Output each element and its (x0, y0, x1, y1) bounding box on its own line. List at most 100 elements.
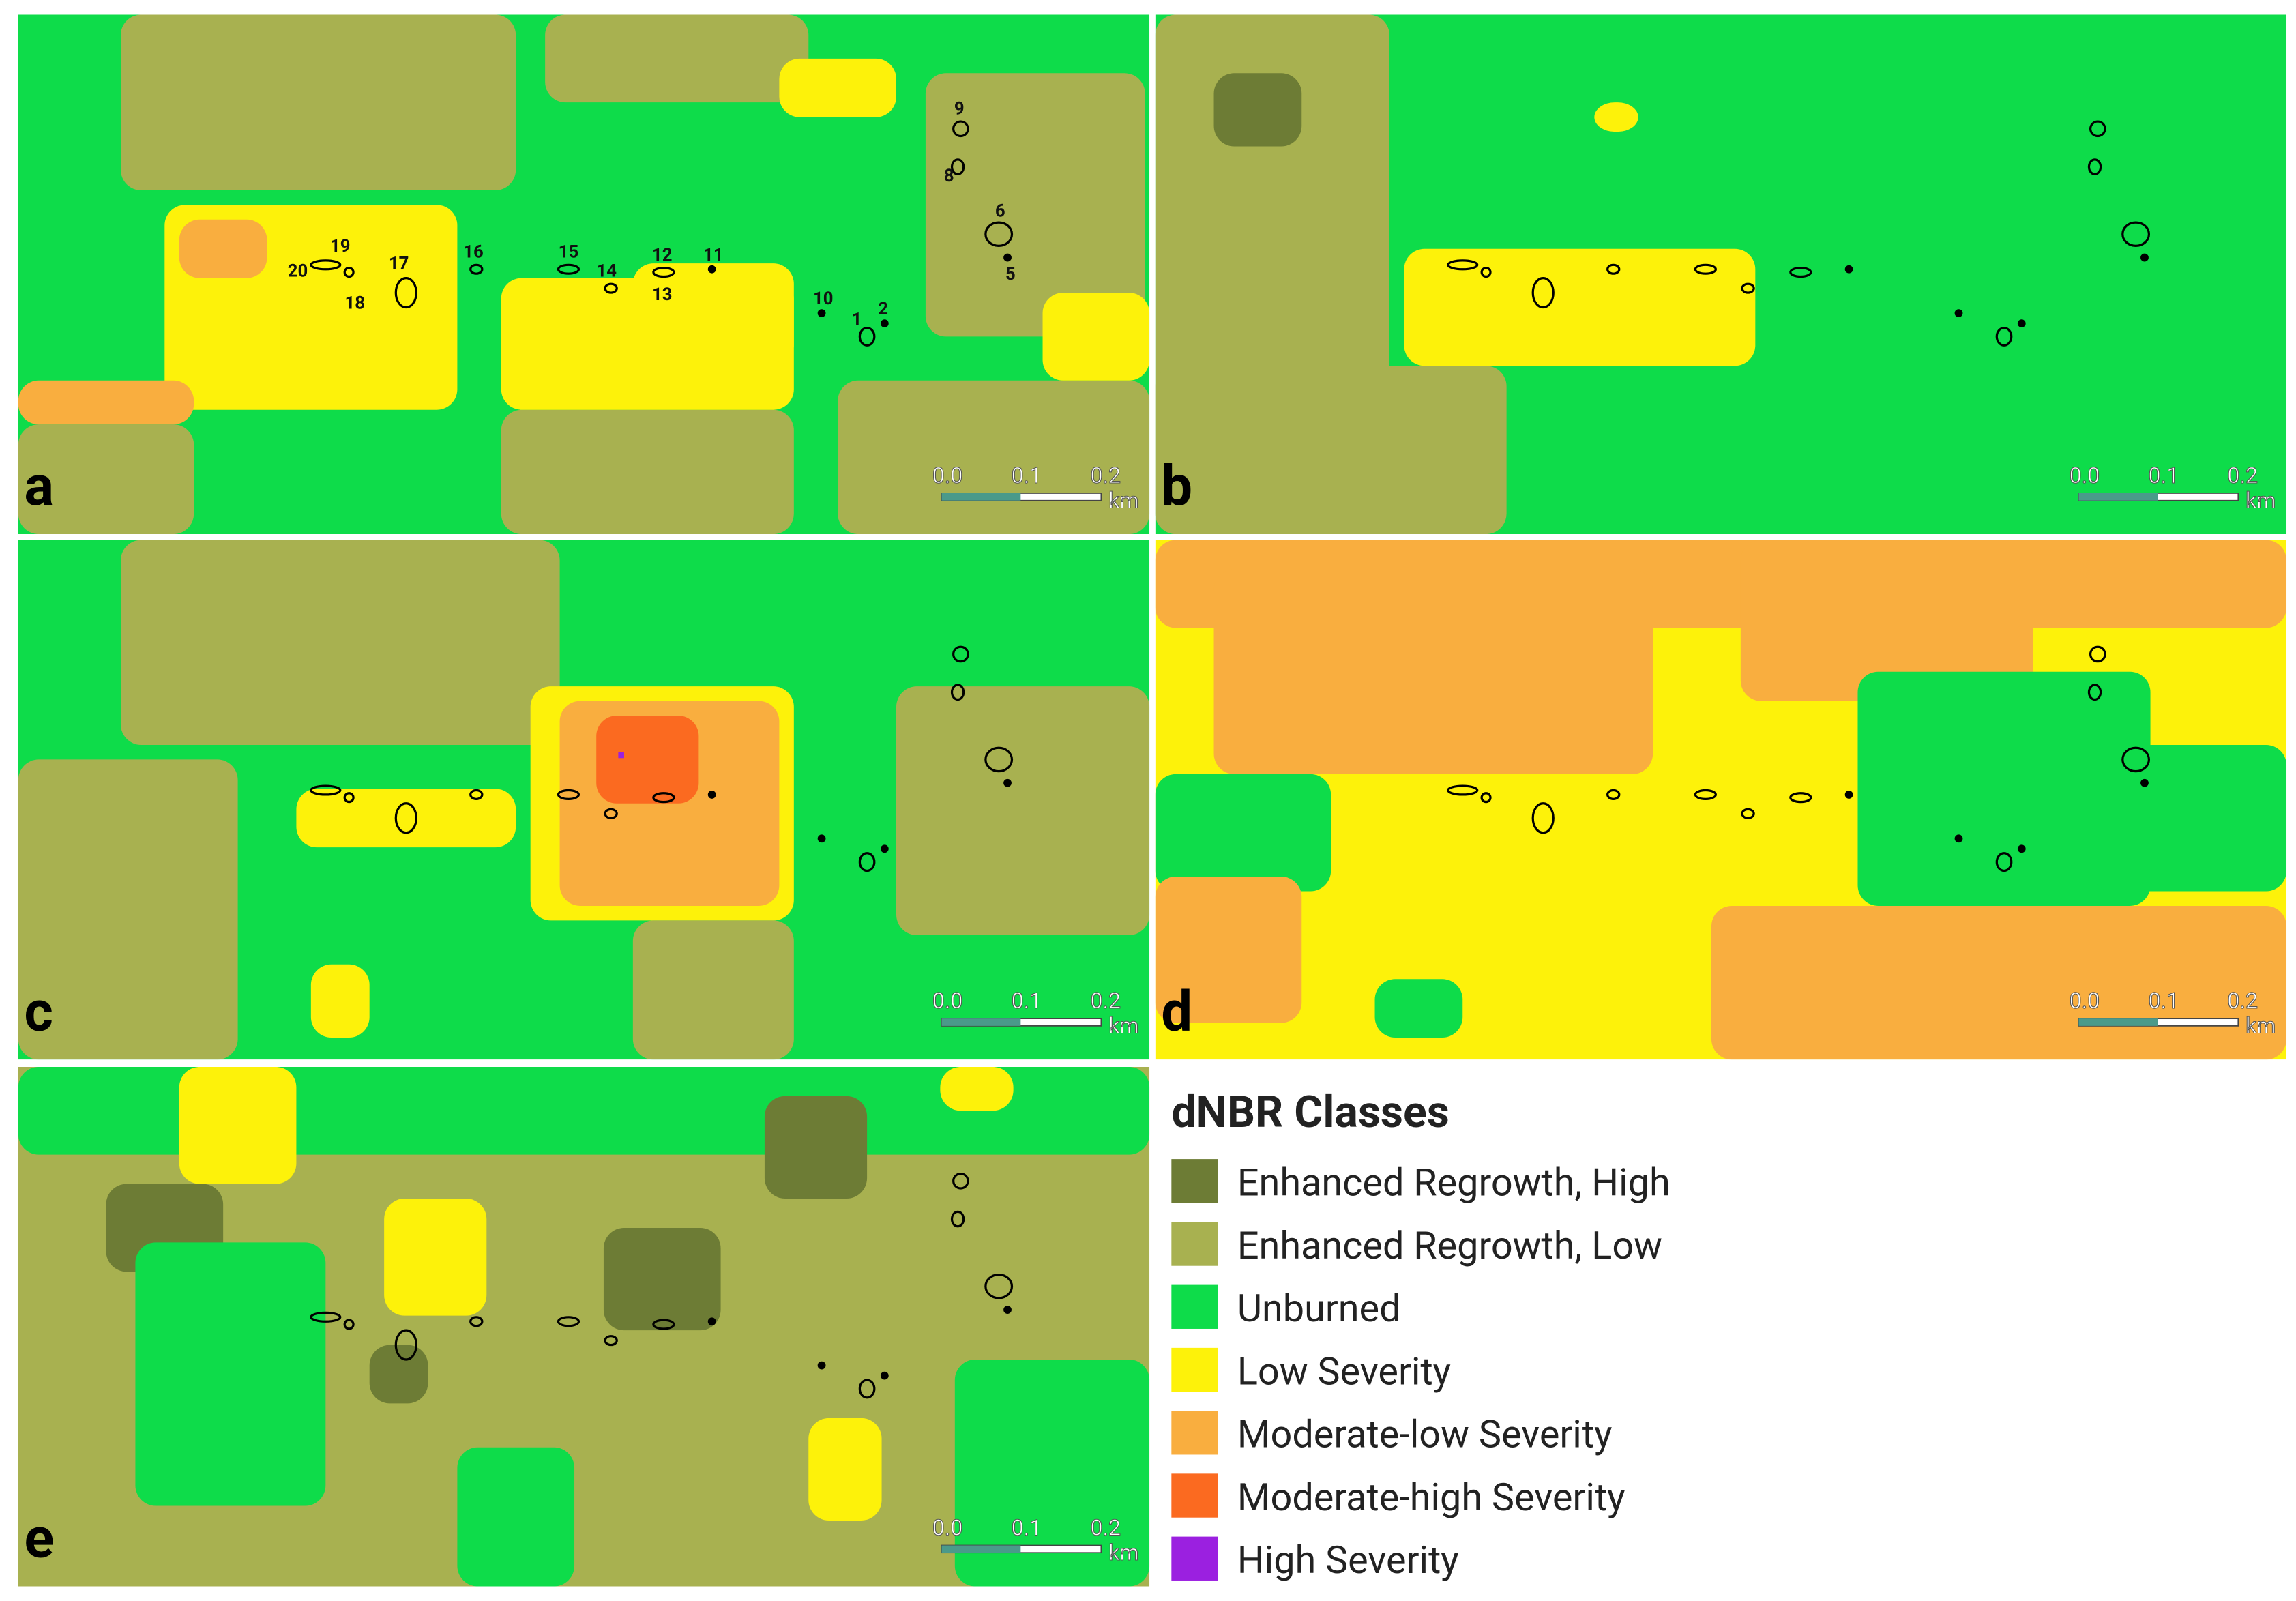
site-outline (604, 808, 618, 819)
site-outline (1995, 852, 2013, 872)
scale-unit: km (2246, 487, 2276, 513)
scale-bar-segment (941, 493, 1021, 501)
class-patch (1594, 102, 1638, 132)
site-outline (343, 266, 355, 278)
site-outline (2140, 778, 2149, 787)
scale-label: 0.0 (932, 462, 963, 488)
site-outline (557, 263, 580, 275)
site-outline (1531, 277, 1555, 309)
scale-bar-segment (2078, 1018, 2158, 1026)
class-patch (120, 14, 516, 190)
site-outline (1789, 792, 1812, 804)
class-patch (1155, 366, 1507, 535)
site-label: 10 (813, 289, 834, 309)
class-patch (310, 964, 370, 1038)
class-patch (179, 219, 267, 278)
scale-label: 0.1 (2149, 988, 2179, 1014)
class-patch (1404, 248, 1756, 366)
site-outline (950, 684, 965, 701)
class-patch (1740, 540, 2033, 701)
site-outline (1954, 834, 1963, 843)
legend-swatch (1171, 1411, 1218, 1455)
site-outline (604, 1335, 618, 1347)
class-patch (632, 263, 794, 366)
site-outline (1480, 266, 1492, 278)
site-label: 6 (995, 201, 1005, 222)
site-outline (880, 1371, 889, 1380)
site-outline (817, 1361, 826, 1370)
site-outline (1003, 253, 1012, 262)
site-label: 14 (596, 261, 617, 281)
site-outline (343, 1319, 355, 1330)
site-outline (817, 309, 826, 318)
site-outline (652, 792, 675, 804)
scale-label: 0.0 (2070, 988, 2100, 1014)
site-outline (1003, 778, 1012, 787)
site-outline (1447, 784, 1479, 796)
site-label: 12 (652, 245, 673, 265)
class-patch (925, 73, 1145, 337)
site-label: 13 (652, 284, 673, 305)
site-outline (652, 266, 675, 278)
class-patch (120, 540, 560, 745)
map-panel (18, 14, 1150, 535)
site-outline (2089, 645, 2106, 663)
site-outline (707, 265, 716, 274)
site-outline (2087, 684, 2102, 701)
scale-label: 0.1 (1012, 462, 1042, 488)
class-patch (1042, 293, 1150, 381)
class-patch (596, 716, 699, 804)
scale-label: 0.0 (932, 988, 963, 1014)
legend-entry: Unburned (1237, 1286, 1401, 1331)
scale-unit: km (1108, 1540, 1139, 1566)
legend-swatch (1171, 1536, 1218, 1581)
site-outline (950, 1210, 965, 1228)
site-label: 2 (878, 299, 888, 319)
site-outline (984, 221, 1014, 248)
site-outline (1480, 792, 1492, 804)
site-outline (557, 789, 580, 800)
site-outline (952, 120, 969, 138)
scale-bar-segment (2078, 493, 2158, 501)
site-outline (880, 319, 889, 328)
class-patch (545, 14, 809, 103)
site-outline (1995, 326, 2013, 347)
class-patch (18, 424, 194, 535)
class-patch (1213, 73, 1302, 147)
site-outline (707, 1317, 716, 1326)
legend-swatch (1171, 1222, 1218, 1266)
site-outline (2121, 746, 2151, 773)
scale-unit: km (2246, 1013, 2276, 1039)
class-patch (808, 1418, 882, 1521)
site-label: 17 (389, 254, 409, 274)
site-label: 18 (344, 293, 365, 314)
map-panel (18, 540, 1150, 1060)
map-panel (18, 1066, 1150, 1587)
site-label: 8 (944, 166, 954, 186)
legend-entry: Moderate-high Severity (1237, 1475, 1625, 1520)
site-outline (310, 1311, 342, 1323)
site-outline (1741, 282, 1755, 294)
site-outline (604, 282, 618, 294)
high-severity-pixel (618, 752, 624, 759)
scale-label: 0.2 (2227, 462, 2258, 488)
site-outline (469, 1316, 484, 1327)
scale-label: 0.2 (1090, 988, 1121, 1014)
site-outline (343, 792, 355, 804)
site-label: 16 (463, 242, 484, 263)
site-outline (652, 1319, 675, 1330)
map-panel (1155, 14, 2287, 535)
map-panel (1155, 540, 2287, 1060)
legend-entry: Enhanced Regrowth, Low (1237, 1223, 1662, 1268)
class-patch (179, 1066, 297, 1184)
scale-label: 0.2 (1090, 1514, 1121, 1540)
site-outline (1844, 791, 1853, 799)
legend-swatch (1171, 1284, 1218, 1329)
site-outline (858, 326, 876, 347)
class-patch (457, 1447, 575, 1587)
class-patch (764, 1096, 868, 1199)
panel-letter: d (1161, 978, 1192, 1044)
scale-label: 0.2 (1090, 462, 1121, 488)
class-patch (18, 380, 194, 425)
legend-swatch (1171, 1159, 1218, 1203)
